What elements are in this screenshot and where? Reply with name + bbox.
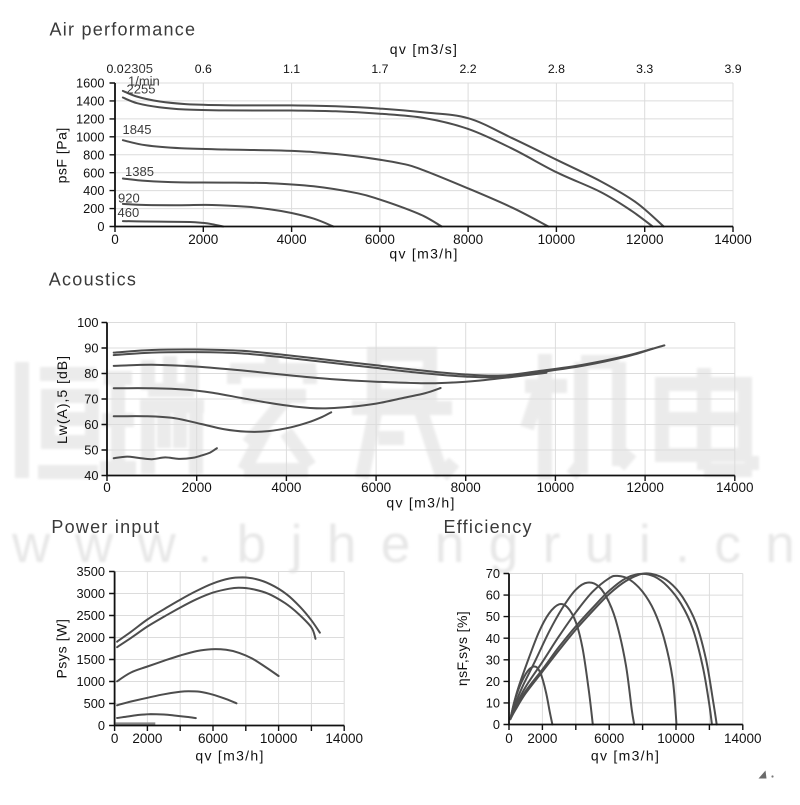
- svg-text:2.2: 2.2: [460, 62, 477, 76]
- svg-text:2305: 2305: [124, 61, 153, 76]
- svg-text:1200: 1200: [76, 112, 104, 127]
- svg-text:2.8: 2.8: [548, 62, 565, 76]
- svg-text:70: 70: [84, 392, 98, 407]
- svg-text:4000: 4000: [277, 232, 307, 247]
- svg-text:600: 600: [83, 165, 104, 180]
- svg-text:qv [m3/h]: qv [m3/h]: [591, 748, 660, 764]
- svg-text:40: 40: [84, 468, 98, 483]
- svg-text:8000: 8000: [451, 480, 481, 495]
- svg-text:1600: 1600: [76, 76, 104, 91]
- svg-text:0: 0: [97, 219, 104, 234]
- svg-text:10000: 10000: [537, 480, 575, 495]
- svg-text:460: 460: [118, 205, 140, 220]
- svg-text:6000: 6000: [365, 232, 395, 247]
- svg-text:6000: 6000: [361, 480, 391, 495]
- svg-text:20: 20: [486, 674, 500, 689]
- svg-text:0: 0: [505, 731, 513, 746]
- svg-text:30: 30: [486, 652, 500, 667]
- svg-text:500: 500: [84, 696, 105, 711]
- svg-text:4000: 4000: [271, 480, 301, 495]
- svg-text:60: 60: [486, 588, 500, 603]
- svg-text:3.9: 3.9: [724, 62, 741, 76]
- svg-text:200: 200: [83, 201, 104, 216]
- svg-text:0: 0: [103, 480, 111, 495]
- svg-text:400: 400: [83, 183, 104, 198]
- svg-text:2000: 2000: [527, 731, 557, 746]
- svg-text:920: 920: [118, 191, 140, 206]
- svg-text:12000: 12000: [626, 232, 664, 247]
- svg-text:14000: 14000: [716, 480, 754, 495]
- svg-text:1/min: 1/min: [128, 74, 160, 89]
- svg-text:40: 40: [486, 631, 500, 646]
- svg-text:3000: 3000: [77, 586, 105, 601]
- svg-text:10000: 10000: [657, 731, 695, 746]
- svg-text:2500: 2500: [77, 608, 105, 623]
- svg-text:0: 0: [98, 718, 105, 733]
- svg-text:0.0: 0.0: [106, 62, 123, 76]
- svg-text:1845: 1845: [123, 122, 152, 137]
- svg-text:80: 80: [84, 366, 98, 381]
- svg-text:Psys [W]: Psys [W]: [54, 618, 70, 678]
- svg-text:2000: 2000: [132, 731, 162, 746]
- svg-text:1400: 1400: [76, 94, 104, 109]
- svg-text:1.7: 1.7: [371, 62, 388, 76]
- svg-text:3500: 3500: [77, 564, 105, 579]
- svg-text:60: 60: [84, 417, 98, 432]
- svg-text:1500: 1500: [77, 652, 105, 667]
- svg-text:6000: 6000: [198, 731, 228, 746]
- svg-text:2255: 2255: [127, 82, 156, 97]
- svg-text:12000: 12000: [626, 480, 664, 495]
- svg-text:50: 50: [486, 609, 500, 624]
- svg-text:50: 50: [84, 443, 98, 458]
- svg-text:90: 90: [84, 341, 98, 356]
- svg-text:Air performance: Air performance: [50, 20, 197, 40]
- svg-text:8000: 8000: [453, 232, 483, 247]
- svg-text:Acoustics: Acoustics: [49, 270, 137, 290]
- svg-text:qv [m3/h]: qv [m3/h]: [195, 748, 264, 764]
- svg-text:1.1: 1.1: [283, 62, 300, 76]
- svg-text:qv [m3/h]: qv [m3/h]: [389, 246, 458, 262]
- svg-text:2000: 2000: [188, 232, 218, 247]
- svg-text:14000: 14000: [714, 232, 752, 247]
- svg-text:10000: 10000: [260, 731, 298, 746]
- svg-text:qv [m3/s]: qv [m3/s]: [390, 41, 459, 57]
- svg-text:800: 800: [83, 147, 104, 162]
- svg-text:2000: 2000: [77, 630, 105, 645]
- svg-text:1385: 1385: [125, 164, 154, 179]
- svg-text:100: 100: [77, 315, 98, 330]
- svg-text:14000: 14000: [325, 731, 363, 746]
- svg-text:10: 10: [486, 696, 500, 711]
- svg-text:0: 0: [111, 232, 119, 247]
- svg-text:0: 0: [111, 731, 119, 746]
- svg-text:1000: 1000: [77, 674, 105, 689]
- svg-text:ηsF,sys [%]: ηsF,sys [%]: [454, 611, 470, 686]
- svg-text:psF [Pa]: psF [Pa]: [54, 127, 70, 183]
- svg-text:0.6: 0.6: [195, 62, 212, 76]
- svg-text:Power input: Power input: [51, 517, 160, 537]
- svg-text:0: 0: [493, 717, 500, 732]
- svg-text:3.3: 3.3: [636, 62, 653, 76]
- svg-text:2000: 2000: [182, 480, 212, 495]
- svg-text:14000: 14000: [724, 731, 762, 746]
- svg-text:Lw(A),5 [dB]: Lw(A),5 [dB]: [54, 355, 70, 444]
- svg-text:qv [m3/h]: qv [m3/h]: [386, 495, 455, 511]
- svg-text:70: 70: [486, 566, 500, 581]
- svg-text:1000: 1000: [76, 129, 104, 144]
- svg-text:10000: 10000: [538, 232, 576, 247]
- svg-text:Efficiency: Efficiency: [444, 517, 533, 537]
- svg-text:6000: 6000: [594, 731, 624, 746]
- svg-text:www.bjhengrui.cn: www.bjhengrui.cn: [11, 515, 800, 574]
